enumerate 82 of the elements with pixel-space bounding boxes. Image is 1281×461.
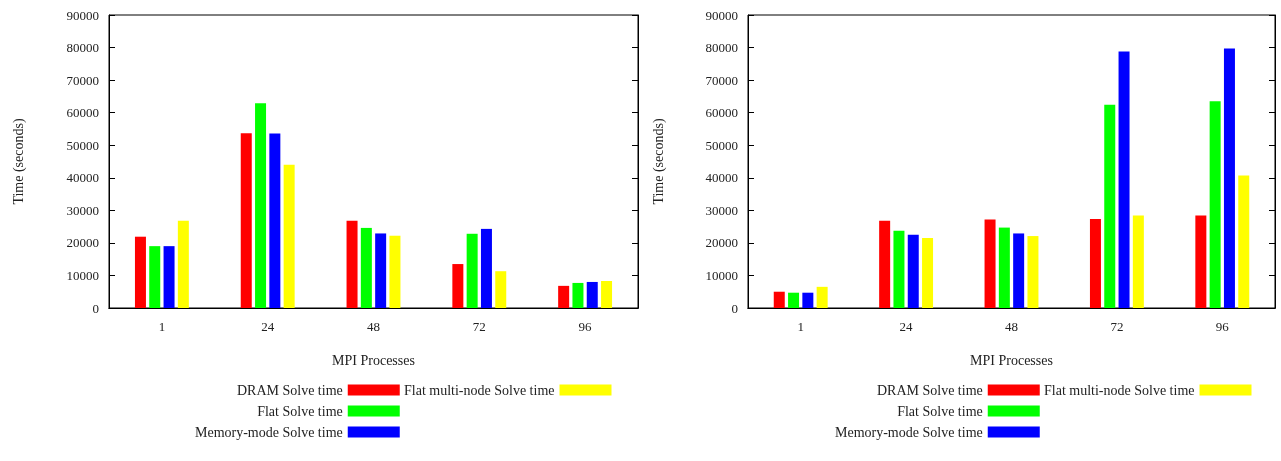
y-tick-label: 80000 — [705, 40, 738, 56]
y-tick-label: 50000 — [705, 137, 738, 153]
x-axis-title: MPI Processes — [332, 352, 415, 368]
bar — [134, 236, 146, 308]
y-tick-label: 20000 — [66, 235, 99, 251]
y-tick-label: 10000 — [66, 267, 99, 283]
bar — [1195, 215, 1207, 308]
bar — [1027, 236, 1039, 308]
bar — [1013, 233, 1025, 308]
x-tick-label: 1 — [158, 319, 166, 334]
bar — [998, 227, 1010, 308]
y-axis-title: Time (seconds) — [10, 118, 27, 205]
legend-label: DRAM Solve time — [236, 382, 343, 398]
bar — [1089, 219, 1101, 308]
bar — [283, 164, 295, 308]
x-tick-label: 48 — [367, 319, 380, 334]
bar — [346, 220, 358, 308]
bar — [360, 227, 372, 308]
x-tick-label: 24 — [261, 319, 275, 334]
x-tick-label: 48 — [1005, 319, 1018, 334]
legend-label: Flat multi-node Solve time — [404, 382, 555, 398]
bar — [773, 291, 785, 308]
legend-label: Flat multi-node Solve time — [1044, 382, 1195, 398]
bar — [495, 271, 507, 308]
y-tick-label: 50000 — [66, 137, 99, 153]
x-tick-label: 96 — [1215, 319, 1230, 334]
x-tick-label: 72 — [472, 319, 486, 334]
y-tick-label: 0 — [92, 300, 99, 316]
y-tick-label: 70000 — [66, 72, 99, 88]
y-tick-label: 30000 — [66, 202, 99, 218]
y-tick-label: 10000 — [705, 267, 738, 283]
bar — [375, 233, 387, 308]
y-tick-label: 40000 — [705, 170, 738, 186]
bar — [879, 220, 891, 308]
bar — [893, 230, 905, 308]
bar — [572, 282, 584, 308]
bar — [1118, 51, 1130, 308]
bar — [984, 219, 996, 308]
bar — [1223, 48, 1235, 308]
legend-label: Flat Solve time — [897, 403, 983, 419]
bar — [466, 233, 478, 308]
y-tick-label: 40000 — [66, 170, 99, 186]
bar — [149, 246, 161, 308]
y-tick-label: 90000 — [66, 7, 99, 23]
legend-label: DRAM Solve time — [876, 382, 983, 398]
bar — [586, 281, 598, 308]
bar — [788, 292, 800, 308]
bar — [816, 286, 828, 308]
y-axis-title: Time (seconds) — [650, 118, 667, 205]
y-tick-label: 80000 — [66, 40, 99, 56]
legend-label: Flat Solve time — [257, 403, 343, 419]
x-tick-label: 1 — [797, 319, 804, 334]
bar — [1104, 104, 1116, 308]
bar — [255, 103, 267, 308]
x-axis-title: MPI Processes — [970, 352, 1053, 368]
bar — [1238, 175, 1250, 308]
bar — [452, 264, 464, 308]
legend-label: Memory-mode Solve time — [194, 424, 343, 440]
y-tick-label: 30000 — [705, 202, 738, 218]
y-tick-label: 20000 — [705, 235, 738, 251]
bar — [177, 220, 189, 308]
y-tick-label: 60000 — [66, 105, 99, 121]
bar — [1209, 101, 1221, 308]
bar — [907, 234, 919, 308]
bar — [389, 235, 401, 308]
bar — [558, 285, 570, 308]
bar — [802, 292, 814, 308]
bar — [1132, 215, 1144, 308]
x-tick-label: 72 — [1110, 319, 1124, 334]
bar — [163, 246, 175, 308]
bar — [240, 133, 252, 308]
x-tick-label: 96 — [578, 319, 593, 334]
bar — [601, 280, 613, 308]
bar — [922, 238, 934, 308]
y-tick-label: 90000 — [705, 7, 738, 23]
y-tick-label: 60000 — [705, 105, 738, 121]
x-tick-label: 24 — [899, 319, 914, 334]
bar — [269, 133, 281, 308]
legend-label: Memory-mode Solve time — [834, 424, 983, 440]
y-tick-label: 0 — [731, 300, 738, 316]
bar — [480, 228, 492, 308]
y-tick-label: 70000 — [705, 72, 738, 88]
